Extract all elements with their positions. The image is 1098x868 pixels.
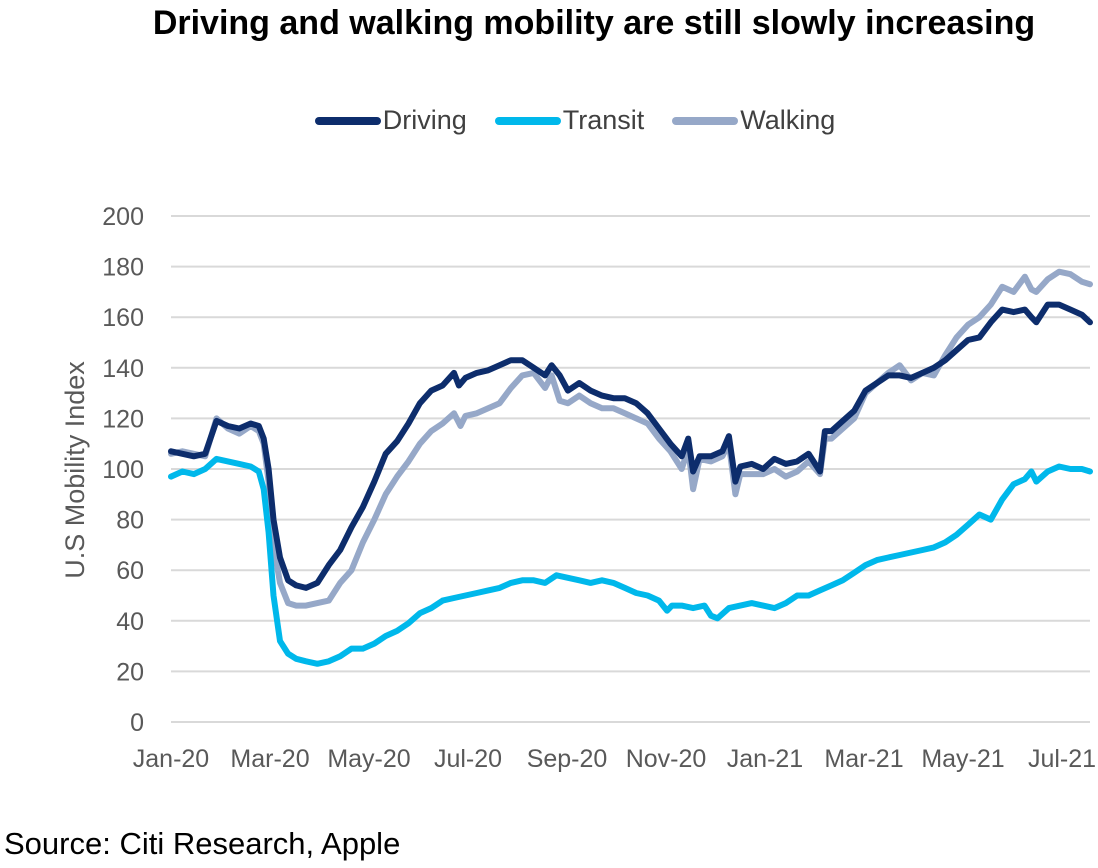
y-tick-label: 100 (102, 456, 144, 484)
legend-label-driving: Driving (382, 105, 467, 135)
legend-item-walking: Walking (672, 105, 835, 136)
source-note: Source: Citi Research, Apple (4, 826, 401, 861)
y-tick-label: 40 (116, 608, 144, 636)
series-line-transit (168, 455, 1093, 667)
y-tick-label: 0 (130, 709, 144, 737)
x-tick-label: Mar-21 (824, 745, 903, 773)
legend-swatch-transit (494, 116, 561, 125)
y-axis-label: U.S Mobility Index (60, 361, 90, 579)
y-tick-label: 160 (102, 304, 144, 332)
x-tick-label: Jul-21 (1028, 745, 1096, 773)
series-lines (168, 268, 1093, 667)
y-tick-label: 180 (102, 254, 144, 282)
legend-label-transit: Transit (562, 105, 645, 135)
legend-swatch-driving (314, 116, 381, 125)
y-tick-labels: 0 20 40 60 80 100 120 140 160 180 200 (102, 203, 144, 737)
grid-lines (171, 215, 1090, 723)
y-tick-label: 60 (116, 557, 144, 585)
x-tick-label: Jul-20 (434, 745, 502, 773)
legend-item-transit: Transit (494, 105, 645, 136)
x-tick-label: Sep-20 (527, 745, 608, 773)
y-tick-label: 20 (116, 658, 144, 686)
y-tick-label: 140 (102, 355, 144, 383)
x-tick-label: May-20 (327, 745, 410, 773)
legend-item-driving: Driving (314, 105, 467, 136)
x-tick-label: May-21 (921, 745, 1004, 773)
legend-swatch-walking (672, 116, 739, 125)
chart-title: Driving and walking mobility are still s… (152, 4, 1036, 42)
series-line-walking (168, 268, 1093, 609)
x-tick-label: Jan-20 (133, 745, 209, 773)
x-tick-labels: Jan-20 Mar-20 May-20 Jul-20 Sep-20 Nov-20 Jan-… (133, 745, 1096, 773)
y-tick-label: 120 (102, 405, 144, 433)
y-tick-label: 80 (116, 507, 144, 535)
y-tick-label: 200 (102, 203, 144, 231)
x-tick-label: Mar-20 (230, 745, 309, 773)
series-line-driving (168, 301, 1093, 591)
chart-legend: Driving Transit Walking (0, 105, 1098, 136)
legend-label-walking: Walking (740, 105, 836, 135)
x-tick-label: Jan-21 (727, 745, 803, 773)
x-tick-label: Nov-20 (626, 745, 707, 773)
